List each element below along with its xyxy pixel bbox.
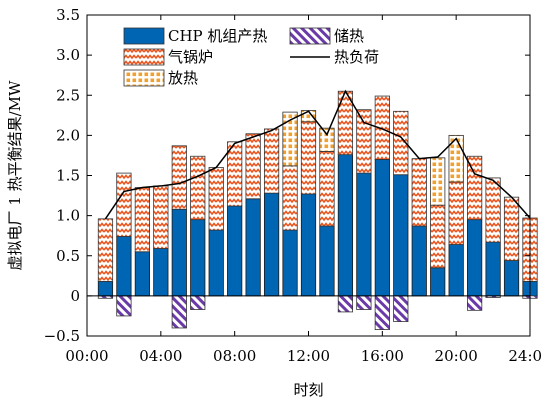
y-tick-label: 2.5	[56, 86, 80, 104]
bar-boiler-8	[227, 142, 241, 206]
bar-chp-19	[431, 268, 445, 296]
y-tick-label: 2.0	[56, 126, 80, 144]
plot-area: −0.5 0 0.5 1.0 1.5 2.0 2.5 3.0 3.5 00:00 04:00 08:0…	[44, 6, 541, 365]
bar-chp-7	[209, 230, 223, 296]
bar-chp-6	[191, 220, 205, 296]
x-tick-label: 16:00	[361, 347, 404, 365]
bar-boiler-2	[117, 173, 131, 236]
legend-label-storage: 储热	[334, 27, 364, 45]
bar-boiler-20	[449, 182, 463, 245]
bar-layer	[98, 91, 537, 329]
bar-chp-4	[154, 249, 168, 296]
y-tick-label: 3.0	[56, 46, 80, 64]
legend-label-boiler: 气锅炉	[168, 48, 213, 66]
bar-boiler-18	[412, 159, 426, 226]
bar-boiler-19	[431, 205, 445, 268]
bar-chp-3	[135, 252, 149, 296]
legend-swatch-release	[124, 70, 164, 86]
x-tick-label: 04:00	[139, 347, 182, 365]
y-tick-label: 1.5	[56, 167, 80, 185]
x-tick-label: 24:00	[508, 347, 541, 365]
bar-storage-5	[172, 296, 186, 328]
bar-boiler-11	[283, 166, 297, 230]
legend-label-chp: CHP 机组产热	[168, 27, 267, 45]
bar-storage-15	[357, 296, 371, 310]
y-tick-label: 1.0	[56, 207, 80, 225]
load-line-layer	[105, 91, 530, 219]
bar-storage-16	[375, 296, 389, 330]
bar-storage-14	[338, 296, 352, 312]
bar-chp-21	[467, 220, 481, 296]
y-tick-label: −0.5	[44, 327, 80, 345]
bar-chp-17	[394, 175, 408, 296]
legend-label-release: 放热	[168, 69, 198, 87]
bar-chp-10	[264, 193, 278, 296]
bar-chp-1	[98, 281, 112, 295]
bar-chp-15	[357, 173, 371, 296]
bar-storage-17	[394, 296, 408, 322]
bar-chp-16	[375, 159, 389, 295]
bar-boiler-13	[320, 151, 334, 226]
bar-chp-18	[412, 226, 426, 296]
bar-chp-2	[117, 236, 131, 295]
bar-chp-22	[486, 242, 500, 296]
bar-release-19	[431, 158, 445, 205]
bar-boiler-9	[246, 134, 260, 199]
bar-chp-5	[172, 209, 186, 296]
x-tick-label: 00:00	[65, 347, 108, 365]
x-tick-label: 08:00	[213, 347, 256, 365]
x-tick-label: 12:00	[287, 347, 330, 365]
legend-swatch-storage	[290, 28, 330, 44]
legend-swatch-chp	[124, 28, 164, 44]
bar-boiler-4	[154, 186, 168, 249]
bar-storage-6	[191, 296, 205, 310]
bar-release-13	[320, 128, 334, 151]
y-tick-label: 3.5	[56, 6, 80, 24]
bar-boiler-23	[504, 197, 518, 260]
bar-boiler-22	[486, 178, 500, 242]
bar-storage-21	[467, 296, 481, 310]
bar-chp-9	[246, 199, 260, 296]
heat-load-line	[105, 91, 530, 219]
y-axis-title: 虚拟电厂 1 热平衡结果/MW	[6, 80, 24, 270]
bar-boiler-15	[357, 110, 371, 173]
x-axis-title: 时刻	[293, 381, 323, 399]
bar-boiler-6	[191, 156, 205, 219]
bar-chp-13	[320, 226, 334, 296]
bar-chp-14	[338, 155, 352, 296]
bar-chp-12	[301, 194, 315, 296]
y-tick-label: 0.5	[56, 247, 80, 265]
legend-label-load: 热负荷	[334, 48, 379, 66]
bar-boiler-10	[264, 129, 278, 193]
bar-chp-8	[227, 206, 241, 296]
bar-boiler-3	[135, 188, 149, 252]
bar-chp-11	[283, 230, 297, 296]
bar-boiler-12	[301, 122, 315, 194]
bar-chp-20	[449, 245, 463, 296]
bar-boiler-5	[172, 146, 186, 209]
y-tick-label: 0	[70, 287, 80, 305]
bar-boiler-1	[98, 219, 112, 282]
bar-boiler-7	[209, 167, 223, 230]
bar-storage-2	[117, 296, 131, 316]
bar-chp-23	[504, 261, 518, 296]
bar-release-20	[449, 135, 463, 182]
legend-swatch-boiler	[124, 49, 164, 65]
x-tick-label: 20:00	[435, 347, 478, 365]
